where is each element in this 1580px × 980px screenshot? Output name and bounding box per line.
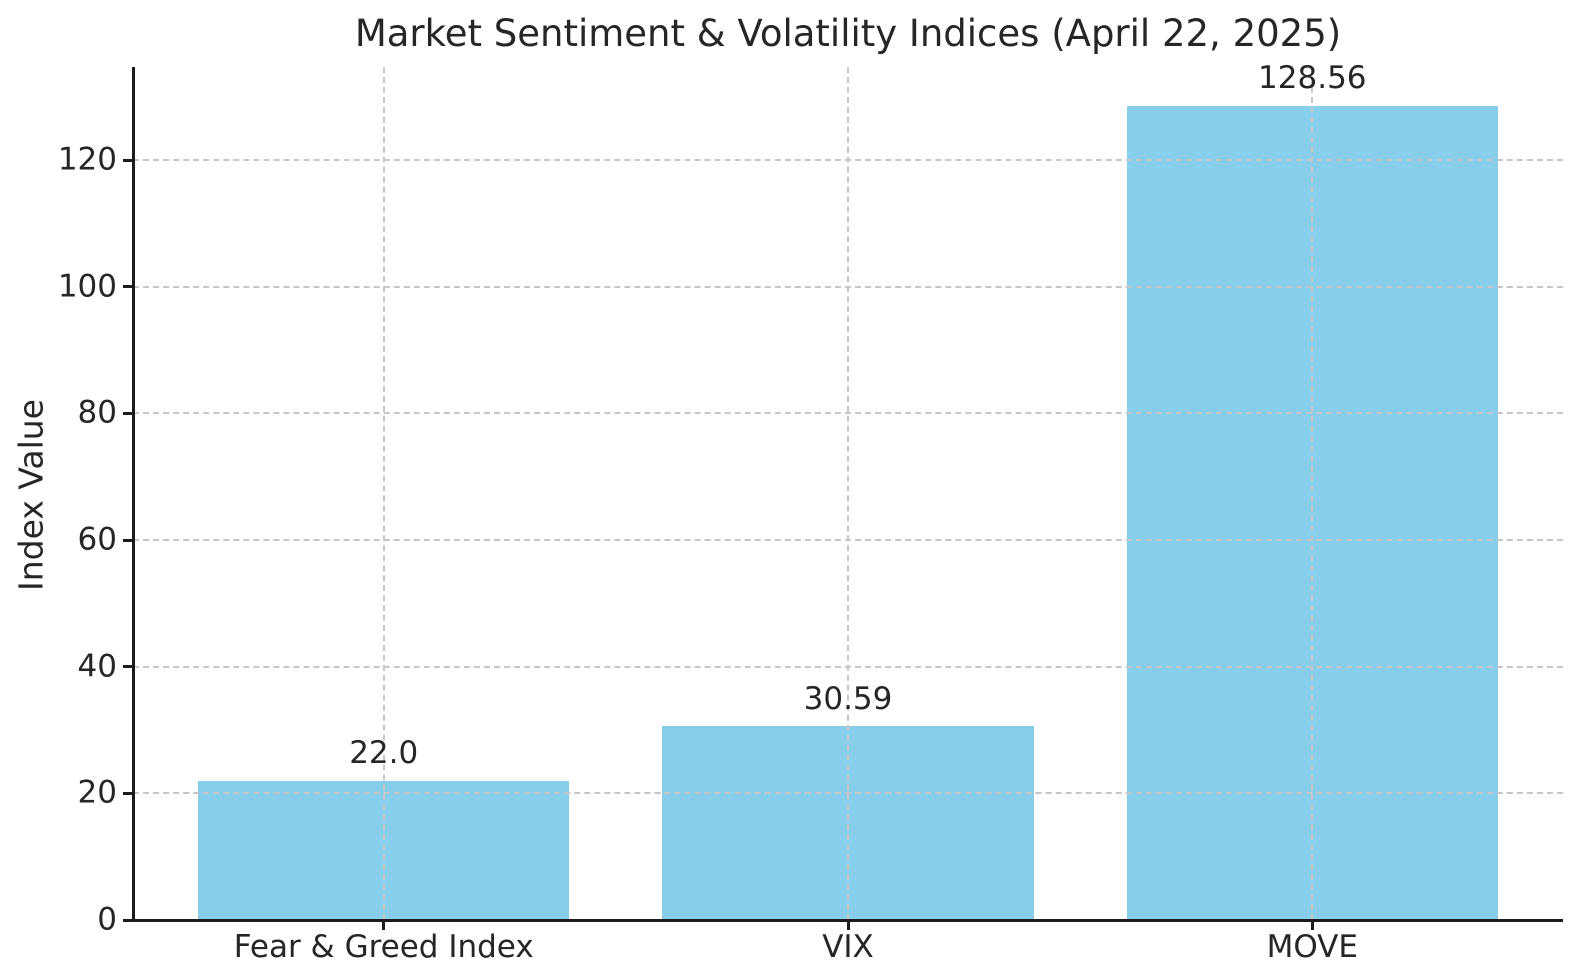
- chart-title: Market Sentiment & Volatility Indices (A…: [354, 12, 1342, 55]
- y-tick-mark: [123, 665, 133, 669]
- x-tick-label: Fear & Greed Index: [233, 929, 534, 965]
- x-tick-label: VIX: [822, 929, 874, 965]
- y-tick-mark: [123, 918, 133, 922]
- y-axis-spine: [132, 67, 135, 921]
- bar-value-label: 30.59: [803, 680, 893, 717]
- y-tick-mark: [123, 285, 133, 289]
- y-tick-mark: [123, 791, 133, 795]
- bar-value-label: 22.0: [349, 735, 419, 772]
- y-axis-label: Index Value: [11, 399, 51, 591]
- y-tick-mark: [123, 158, 133, 162]
- x-tick-label: MOVE: [1266, 929, 1358, 965]
- x-gridline: [382, 67, 385, 920]
- y-tick-label: 120: [57, 141, 117, 178]
- x-gridline: [847, 67, 849, 920]
- y-tick-mark: [123, 411, 133, 415]
- y-tick-label: 20: [77, 774, 117, 811]
- y-tick-label: 0: [97, 901, 117, 938]
- y-tick-label: 40: [77, 648, 117, 685]
- x-tick-mark: [1310, 920, 1314, 930]
- y-tick-label: 80: [77, 394, 117, 431]
- x-gridline: [1311, 67, 1314, 920]
- bar-value-label: 128.56: [1258, 60, 1367, 97]
- y-tick-label: 100: [57, 268, 117, 305]
- x-tick-mark: [382, 920, 386, 930]
- plot-area: 0 20 40 60 80 100 120 Fear & Greed Index 22.0 VIX…: [58, 61, 1563, 965]
- y-tick-label: 60: [77, 521, 117, 558]
- x-tick-mark: [846, 920, 850, 930]
- y-tick-mark: [123, 538, 133, 542]
